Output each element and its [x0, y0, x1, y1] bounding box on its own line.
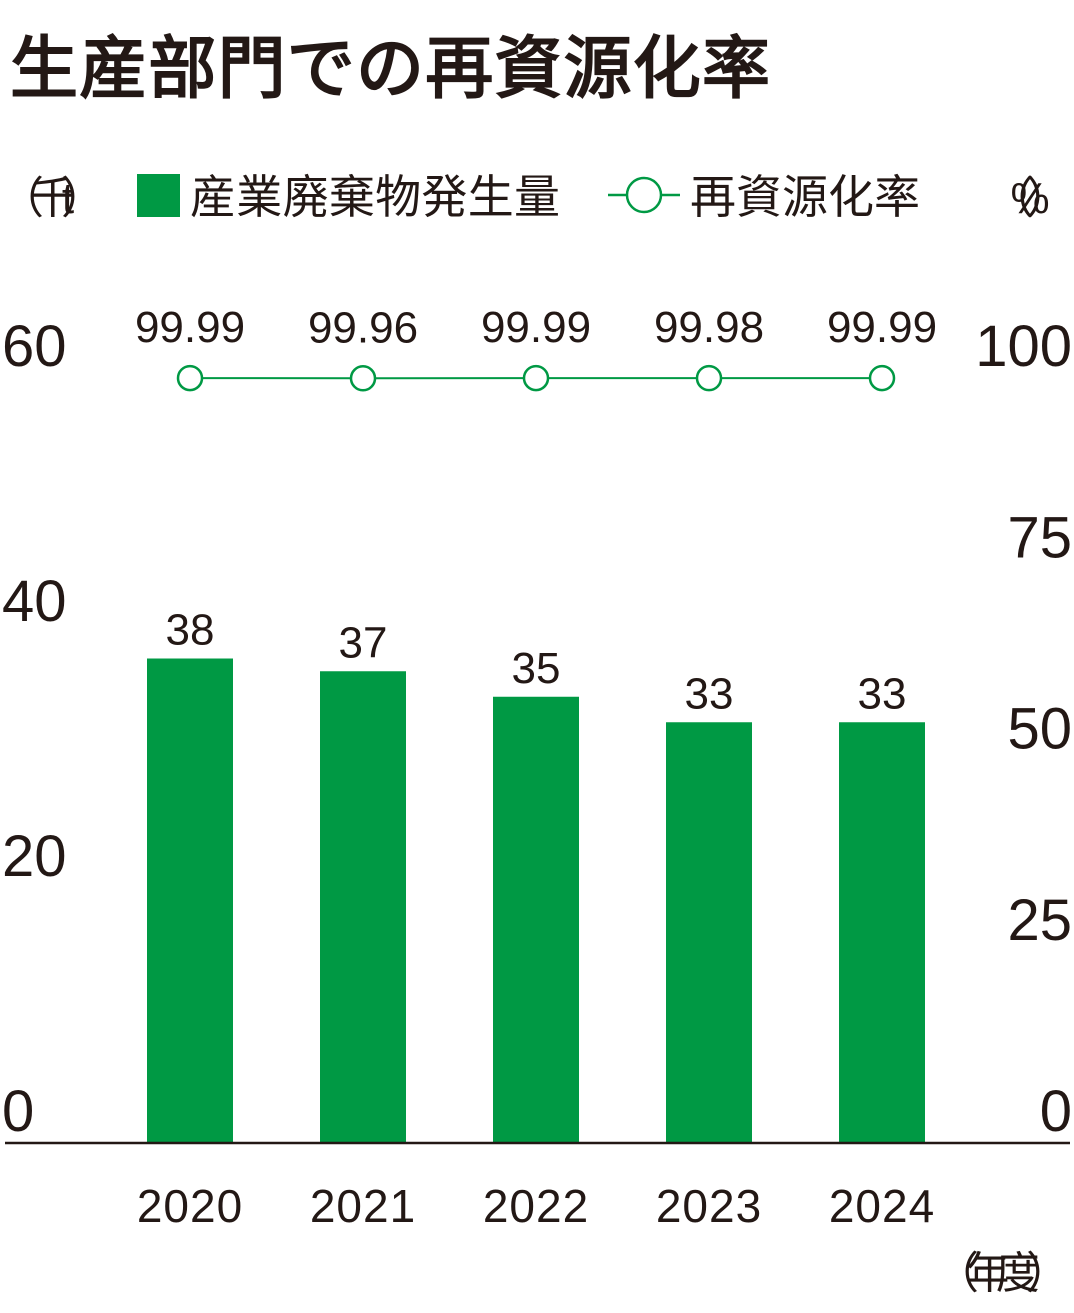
right-axis-tick-label: 25	[1007, 888, 1072, 953]
legend: （千t） 産業廃棄物発生量 再資源化率 （%）	[0, 171, 1070, 223]
bar-2024	[839, 722, 925, 1143]
line-point-2020	[176, 364, 204, 392]
x-axis-tick-label-2024: 2024	[829, 1180, 935, 1232]
bar-series	[147, 658, 925, 1143]
bar-value-label-2024: 33	[858, 669, 907, 718]
left-axis-tick-label: 60	[2, 314, 67, 379]
line-value-label-2023: 99.98	[654, 303, 764, 352]
bar-value-label-2021: 37	[339, 618, 388, 667]
left-axis-tick-labels: 0 20 40 60	[2, 314, 67, 1144]
x-axis-tick-label-2023: 2023	[656, 1180, 762, 1232]
line-point-2021	[349, 365, 377, 392]
bar-value-label-2022: 35	[512, 644, 561, 693]
legend-line-label: 再資源化率	[690, 171, 920, 223]
legend-line-circle	[625, 176, 663, 214]
left-axis-unit: （千t）	[0, 174, 105, 223]
left-axis-tick-label: 20	[2, 824, 67, 889]
bar-2020	[147, 658, 233, 1143]
legend-line-marker	[608, 176, 680, 214]
line-value-label-2021: 99.96	[308, 303, 418, 352]
right-axis-tick-label: 50	[1007, 697, 1072, 762]
right-axis-tick-labels: 0 25 50 75 100	[975, 314, 1072, 1144]
x-axis-unit: （年度）	[935, 1249, 1070, 1298]
line-point-2022	[522, 364, 550, 392]
right-axis-tick-label: 0	[1040, 1079, 1072, 1144]
line-value-label-2022: 99.99	[481, 303, 591, 352]
right-axis-unit: （%）	[990, 174, 1070, 223]
bar-2023	[666, 722, 752, 1143]
legend-bar-swatch	[137, 174, 180, 217]
bar-value-labels: 38 37 35 33 33	[166, 606, 907, 719]
chart-title: 生産部門での再資源化率	[10, 31, 770, 107]
bar-value-label-2020: 38	[166, 606, 215, 655]
line-series	[176, 364, 896, 392]
line-point-2024	[868, 364, 896, 392]
line-value-label-2024: 99.99	[827, 303, 937, 352]
right-axis-tick-label: 75	[1007, 505, 1072, 570]
left-axis-tick-label: 40	[2, 569, 67, 634]
bar-2022	[493, 696, 579, 1143]
x-axis-tick-label-2021: 2021	[310, 1180, 416, 1232]
bar-value-label-2023: 33	[685, 669, 734, 718]
x-axis-tick-labels: 2020 2021 2022 2023 2024	[137, 1180, 935, 1232]
bar-2021	[320, 671, 406, 1143]
line-value-labels: 99.99 99.96 99.99 99.98 99.99	[135, 303, 937, 352]
legend-bar-label: 産業廃棄物発生量	[190, 171, 560, 223]
left-axis-tick-label: 0	[2, 1079, 34, 1144]
right-axis-tick-label: 100	[975, 314, 1072, 379]
line-point-2023	[695, 364, 723, 392]
x-axis-tick-label-2020: 2020	[137, 1180, 243, 1232]
x-axis-tick-label-2022: 2022	[483, 1180, 589, 1232]
line-value-label-2020: 99.99	[135, 303, 245, 352]
